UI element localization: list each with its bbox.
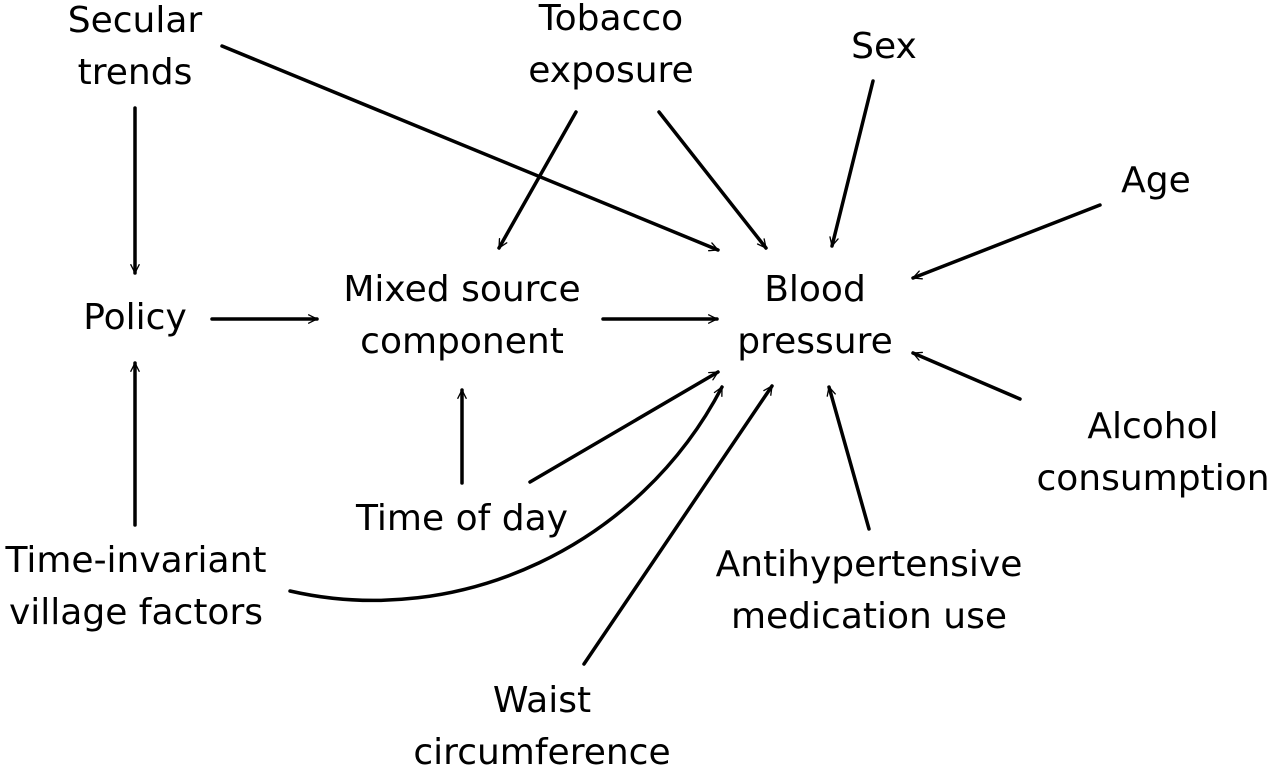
node-blood-pressure: Blood pressure	[737, 264, 893, 368]
node-label-line: village factors	[8, 592, 264, 633]
node-label-line: Sex	[851, 26, 917, 67]
edge-tobacco-to-mixed-source	[497, 110, 578, 250]
node-label-line: exposure	[528, 50, 694, 91]
node-tobacco-exposure: Tobacco exposure	[528, 0, 693, 97]
node-label-line: circumference	[413, 732, 671, 773]
edge-waist-to-blood-pressure	[582, 384, 774, 666]
edge-secular-trends-to-blood-pressure	[220, 44, 720, 252]
node-label-line: Blood	[764, 269, 866, 310]
node-label-line: Policy	[83, 297, 187, 338]
node-label-line: medication use	[730, 596, 1008, 637]
node-sex: Sex	[851, 21, 917, 73]
node-label-line: trends	[77, 52, 193, 93]
node-label-line: Alcohol	[1087, 406, 1219, 447]
node-secular-trends: Secular trends	[68, 0, 202, 99]
node-label-line: pressure	[737, 321, 893, 362]
node-alcohol-consumption: Alcohol consumption	[1036, 401, 1269, 505]
node-waist-circumference: Waist circumference	[413, 675, 670, 779]
node-label-line: Secular	[67, 0, 203, 41]
node-age: Age	[1121, 155, 1191, 207]
edge-tobacco-to-blood-pressure	[657, 110, 768, 250]
edge-age-to-blood-pressure	[911, 203, 1102, 280]
node-time-invariant-village-factors: Time-invariant village factors	[5, 535, 266, 639]
node-label-line: Antihypertensive	[715, 544, 1023, 585]
node-antihypertensive-medication-use: Antihypertensive medication use	[716, 539, 1023, 643]
node-label-line: Age	[1121, 160, 1191, 201]
node-label-line: component	[360, 321, 564, 362]
edge-sex-to-blood-pressure	[829, 79, 875, 248]
edge-antihypertensive-to-blood-pressure	[826, 385, 871, 531]
edge-alcohol-to-blood-pressure	[911, 351, 1022, 401]
node-time-of-day: Time of day	[356, 493, 568, 545]
node-label-line: Waist	[492, 680, 592, 721]
node-label-line: Tobacco	[538, 0, 684, 39]
node-label-line: Mixed source	[343, 269, 581, 310]
node-label-line: Time-invariant	[5, 540, 267, 581]
node-mixed-source-component: Mixed source component	[343, 264, 580, 368]
edge-time-of-day-to-blood-pressure	[528, 370, 720, 484]
node-label-line: consumption	[1036, 458, 1270, 499]
node-policy: Policy	[83, 292, 187, 344]
node-label-line: Time of day	[356, 498, 568, 539]
edge-village-factors-to-blood-pressure	[288, 385, 724, 603]
